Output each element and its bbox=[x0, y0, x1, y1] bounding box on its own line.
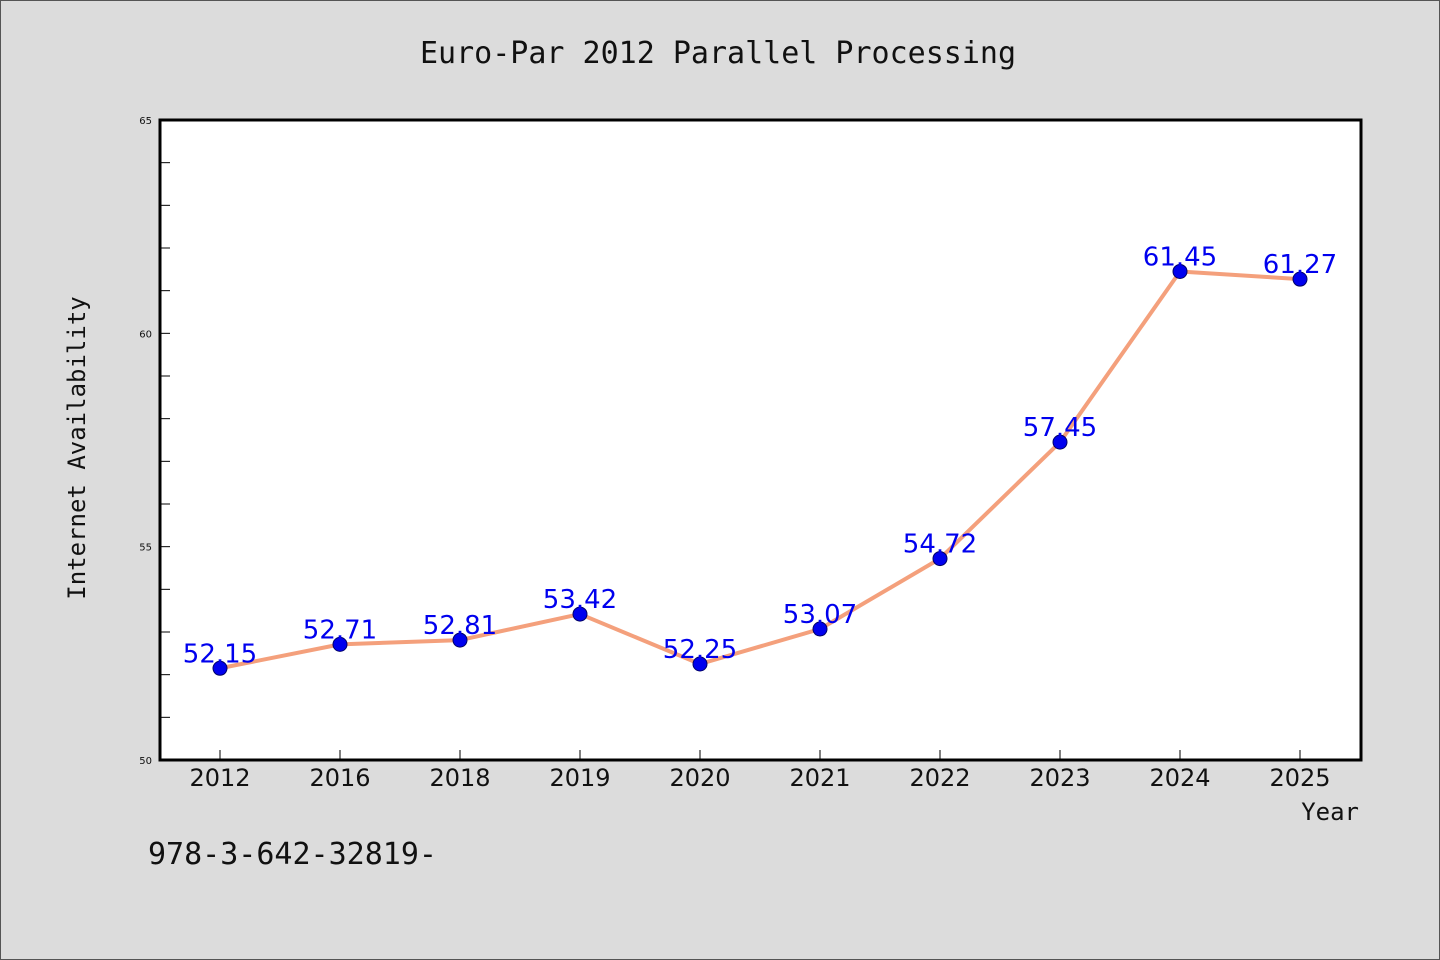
x-tick-labels: 2012 2016 2018 2019 2020 2021 2022 2023 2024 2025 bbox=[189, 764, 1330, 792]
plot-border bbox=[158, 118, 1363, 762]
data-point bbox=[572, 606, 588, 622]
series-line bbox=[219, 269, 1301, 671]
data-label: 52.81 bbox=[423, 611, 497, 641]
data-label: 52.71 bbox=[303, 615, 377, 645]
data-point bbox=[332, 636, 348, 652]
data-label: 61.45 bbox=[1143, 242, 1217, 272]
y-tick-labels: 50 55 60 65 bbox=[139, 116, 152, 767]
y-tick-label: 50 bbox=[139, 756, 152, 767]
x-tick-label: 2020 bbox=[669, 764, 730, 792]
x-tick-label: 2021 bbox=[789, 764, 850, 792]
data-label: 54.72 bbox=[903, 530, 977, 560]
x-tick-label: 2016 bbox=[309, 764, 370, 792]
chart-title: Euro-Par 2012 Parallel Processing bbox=[420, 36, 1016, 71]
y-tick-label: 60 bbox=[139, 329, 152, 340]
footer-isbn: 978-3-642-32819- bbox=[148, 837, 437, 872]
data-label: 52.15 bbox=[183, 639, 257, 669]
y-axis-label: Internet Availability bbox=[63, 296, 91, 599]
data-label: 52.25 bbox=[663, 635, 737, 665]
data-label: 53.07 bbox=[783, 600, 857, 630]
x-tick-marks bbox=[219, 750, 1301, 760]
data-point bbox=[692, 656, 708, 672]
x-tick-label: 2023 bbox=[1029, 764, 1090, 792]
series-markers bbox=[212, 263, 1308, 676]
data-point bbox=[932, 551, 948, 567]
plot-area bbox=[160, 120, 1361, 760]
y-minor-ticks bbox=[160, 162, 170, 718]
data-label: 61.27 bbox=[1263, 250, 1337, 280]
data-label: 53.42 bbox=[543, 585, 617, 615]
data-point bbox=[212, 660, 228, 676]
y-tick-label: 65 bbox=[139, 116, 152, 127]
x-tick-label: 2012 bbox=[189, 764, 250, 792]
data-point bbox=[1052, 434, 1068, 450]
x-tick-label: 2019 bbox=[549, 764, 610, 792]
x-tick-label: 2025 bbox=[1269, 764, 1330, 792]
x-axis-label: Year bbox=[1301, 798, 1359, 826]
data-point bbox=[812, 621, 828, 637]
data-point bbox=[452, 632, 468, 648]
x-tick-label: 2024 bbox=[1149, 764, 1210, 792]
data-point bbox=[1292, 271, 1308, 287]
y-tick-label: 55 bbox=[139, 543, 152, 554]
data-labels: 52.15 52.71 52.81 53.42 52.25 53.07 54.72 57.45… bbox=[183, 242, 1337, 669]
x-tick-label: 2018 bbox=[429, 764, 490, 792]
x-tick-label: 2022 bbox=[909, 764, 970, 792]
data-point bbox=[1172, 263, 1188, 279]
data-label: 57.45 bbox=[1023, 413, 1097, 443]
